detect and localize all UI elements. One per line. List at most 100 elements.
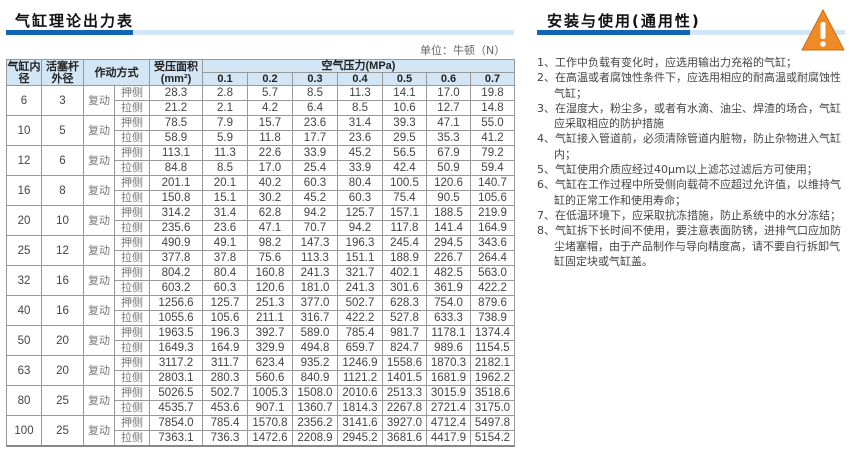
- cell-force: 181.0: [292, 280, 338, 296]
- cell-side: 押侧: [114, 235, 150, 251]
- cell-force: 60.3: [202, 280, 248, 296]
- cell-action: 复动: [83, 385, 115, 416]
- cell-force: 294.5: [426, 235, 471, 251]
- cell-force: 502.7: [337, 295, 383, 311]
- cell-force: 4712.4: [426, 415, 471, 431]
- table-row: 80 25 复动 押侧 5026.5 502.7 1005.3 1508.0 2010.6 251…: [6, 385, 515, 416]
- cell-force: 1374.4: [470, 325, 515, 341]
- cell-force: 33.9: [292, 145, 338, 161]
- header-action: 作动方式: [83, 59, 150, 86]
- header-pressure-value: 0.3: [292, 72, 338, 86]
- cell-force: 311.7: [202, 355, 248, 371]
- cell-side: 押侧: [114, 355, 150, 371]
- cell-side: 拉侧: [114, 310, 150, 326]
- cell-force: 2.8: [202, 85, 248, 101]
- cell-force: 31.4: [202, 205, 248, 221]
- note-item: 1、工作中负载有变化时，应选用输出力充裕的气缸；: [537, 56, 797, 69]
- cell-force: 62.8: [247, 205, 293, 221]
- cell-bore: 16: [6, 175, 42, 206]
- cell-force: 482.5: [426, 265, 471, 281]
- cell-force: 316.7: [292, 310, 338, 326]
- header-pressure-value: 0.2: [247, 72, 293, 86]
- cell-force: 164.9: [470, 220, 515, 236]
- cell-force: 824.7: [382, 340, 427, 356]
- cell-rod: 16: [41, 295, 84, 326]
- cell-force: 1005.3: [247, 385, 293, 401]
- cell-bore: 10: [6, 115, 42, 146]
- cell-rod: 8: [41, 175, 84, 206]
- cell-force: 33.9: [337, 160, 383, 176]
- cell-force: 41.2: [470, 130, 515, 146]
- cell-force: 59.4: [470, 160, 515, 176]
- cell-force: 6.4: [292, 100, 338, 116]
- cell-force: 623.4: [247, 355, 293, 371]
- cell-area: 603.2: [149, 280, 203, 296]
- cell-force: 1121.2: [337, 370, 383, 386]
- header-area: 受压面积(mm²): [149, 59, 203, 86]
- cell-bore: 6: [6, 85, 42, 116]
- cell-force: 4417.9: [426, 430, 471, 447]
- cell-force: 113.3: [292, 250, 338, 266]
- cell-force: 422.2: [337, 310, 383, 326]
- cell-force: 2208.9: [292, 430, 338, 447]
- cell-bore: 50: [6, 325, 42, 356]
- warning-triangle-icon: [801, 8, 845, 51]
- cell-force: 19.8: [470, 85, 515, 101]
- cell-force: 1246.9: [337, 355, 383, 371]
- cell-force: 100.5: [382, 175, 427, 191]
- note-item: 3、在湿度大，粉尘多，或者有水滴、油尘、焊渣的场合，气缸应采取相应的防护措施: [537, 101, 841, 131]
- cell-area: 804.2: [149, 265, 203, 281]
- cell-side: 拉侧: [114, 370, 150, 386]
- cell-action: 复动: [83, 235, 115, 266]
- cell-force: 738.9: [470, 310, 515, 326]
- table-row: 16 8 复动 押侧 201.1 20.1 40.2 60.3 80.4 100.5 120.6 14…: [6, 175, 515, 206]
- cell-force: 1154.5: [470, 340, 515, 356]
- cell-force: 2010.6: [337, 385, 383, 401]
- table-row: 25 12 复动 押侧 490.9 49.1 98.2 147.3 196.3 245.4 294.…: [6, 235, 515, 266]
- cell-area: 1055.6: [149, 310, 203, 326]
- cell-force: 241.3: [337, 280, 383, 296]
- cell-side: 拉侧: [114, 280, 150, 296]
- cell-force: 55.0: [470, 115, 515, 131]
- cell-area: 58.9: [149, 130, 203, 146]
- cell-force: 659.7: [337, 340, 383, 356]
- cell-force: 117.8: [382, 220, 427, 236]
- cell-bore: 32: [6, 265, 42, 296]
- cell-force: 736.3: [202, 430, 248, 447]
- cell-force: 527.8: [382, 310, 427, 326]
- cell-force: 329.9: [247, 340, 293, 356]
- cell-force: 47.1: [426, 115, 471, 131]
- cell-side: 拉侧: [114, 430, 150, 447]
- cell-area: 21.2: [149, 100, 203, 116]
- cell-force: 392.7: [247, 325, 293, 341]
- cell-side: 押侧: [114, 145, 150, 161]
- cell-force: 12.7: [426, 100, 471, 116]
- cell-force: 633.3: [426, 310, 471, 326]
- cell-side: 拉侧: [114, 220, 150, 236]
- cell-side: 押侧: [114, 115, 150, 131]
- note-item: 2、在高温或者腐蚀性条件下，应选用相应的耐高温或耐腐蚀性气缸；: [537, 71, 841, 100]
- cell-force: 151.1: [337, 250, 383, 266]
- cell-force: 120.6: [426, 175, 471, 191]
- header-rod: 活塞杆外径: [41, 59, 84, 86]
- cell-force: 80.4: [202, 265, 248, 281]
- cell-area: 1963.5: [149, 325, 203, 341]
- cell-force: 23.6: [292, 115, 338, 131]
- cell-force: 241.3: [292, 265, 338, 281]
- cell-force: 30.2: [247, 190, 293, 206]
- cell-force: 17.0: [247, 160, 293, 176]
- header-pressure-value: 0.6: [426, 72, 471, 86]
- header-pressure-value: 0.7: [470, 72, 515, 86]
- table-row: 32 16 复动 押侧 804.2 80.4 160.8 241.3 321.7 402.1 482…: [6, 265, 515, 296]
- cell-side: 拉侧: [114, 400, 150, 416]
- cell-force: 5154.2: [470, 430, 515, 447]
- note-item: 4、气缸接入管道前，必须清除管道内脏物，防止杂物进入气缸内；: [537, 132, 841, 161]
- cell-force: 8.5: [337, 100, 383, 116]
- table-row: 20 10 复动 押侧 314.2 31.4 62.8 94.2 125.7 157.1 188.5…: [6, 205, 515, 236]
- cell-force: 7.9: [202, 115, 248, 131]
- cell-rod: 16: [41, 265, 84, 296]
- cell-action: 复动: [83, 325, 115, 356]
- cell-side: 拉侧: [114, 100, 150, 116]
- cell-action: 复动: [83, 175, 115, 206]
- cell-force: 23.6: [337, 130, 383, 146]
